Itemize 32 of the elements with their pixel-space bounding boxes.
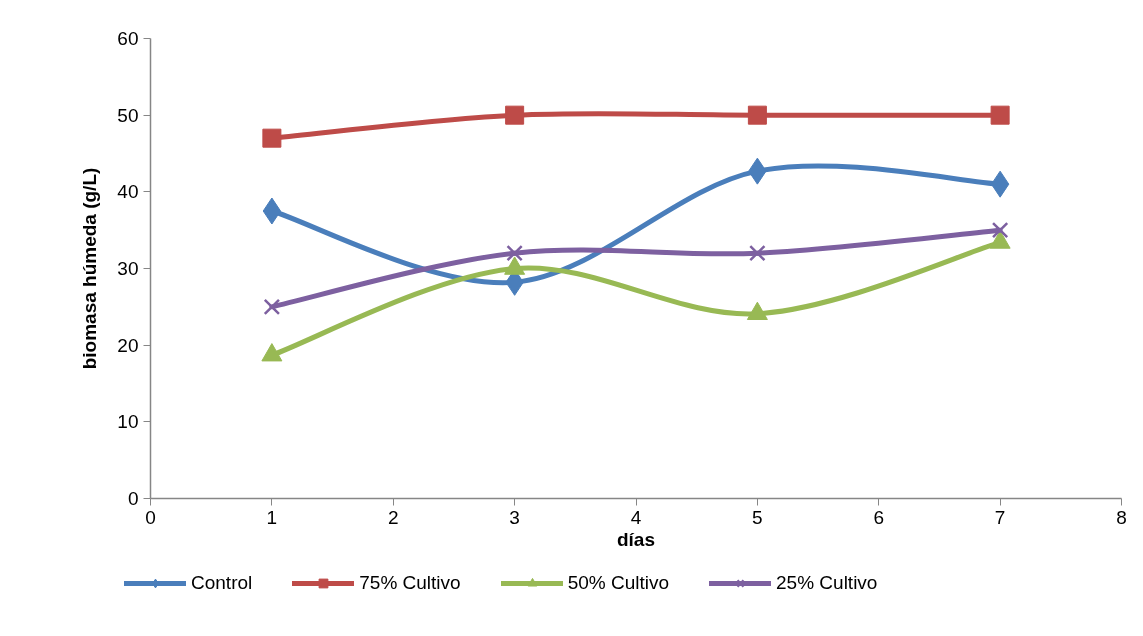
point <box>747 105 767 125</box>
y-axis-title: biomasa húmeda (g/L) <box>79 167 101 370</box>
point <box>990 105 1010 125</box>
y-tick-label: 30 <box>117 258 139 279</box>
point <box>263 298 281 316</box>
x-tick-label: 3 <box>509 506 520 528</box>
y-tick-label: 20 <box>117 334 139 356</box>
legend-label: 50% Cultivo <box>567 571 670 594</box>
x-axis-title: días <box>616 528 656 550</box>
point <box>990 170 1010 198</box>
x-tick-label: 0 <box>145 506 156 528</box>
point <box>991 221 1009 239</box>
y-tick-label: 40 <box>117 181 139 203</box>
legend-label: 25% Cultivo <box>776 571 878 594</box>
point <box>506 244 523 262</box>
y-tick-label: 0 <box>127 488 139 509</box>
x-tick-label: 1 <box>266 506 278 528</box>
y-tick-label: 50 <box>117 104 139 126</box>
y-tick-label: 60 <box>117 28 139 49</box>
x-tick-label: 4 <box>630 506 642 528</box>
x-tick-label: 7 <box>994 506 1006 528</box>
y-tick-label: 10 <box>117 411 139 433</box>
x-tick-label: 8 <box>1116 506 1127 528</box>
x-tick-label: 6 <box>873 506 885 528</box>
legend-label: 75% Cultivo <box>359 571 461 594</box>
legend-label: Control <box>191 571 253 594</box>
point <box>262 128 282 148</box>
point <box>262 197 282 225</box>
x-tick-label: 2 <box>387 506 399 528</box>
point <box>749 244 766 262</box>
x-tick-label: 5 <box>752 506 763 528</box>
point <box>505 105 525 125</box>
